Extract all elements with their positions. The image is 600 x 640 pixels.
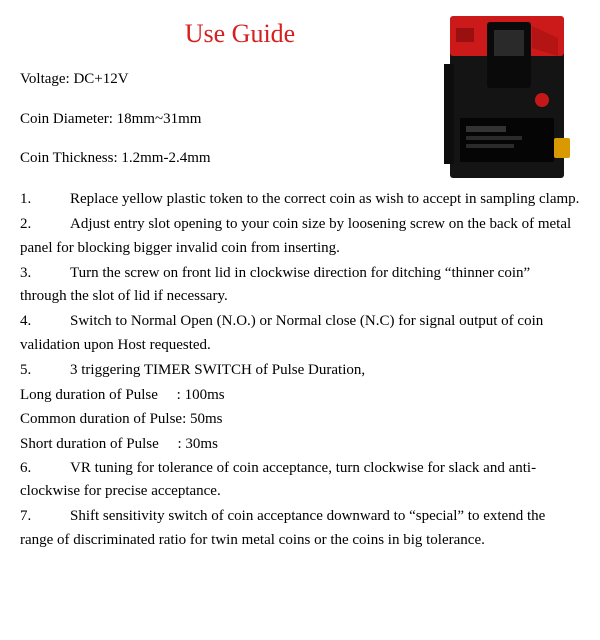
instruction-item: 7.Shift sensitivity switch of coin accep… <box>20 505 580 552</box>
instruction-text: Replace yellow plastic token to the corr… <box>70 191 579 207</box>
instruction-text: 3 triggering TIMER SWITCH of Pulse Durat… <box>70 362 365 378</box>
instruction-text: Turn the screw on front lid in clockwise… <box>20 265 530 304</box>
instruction-text: Adjust entry slot opening to your coin s… <box>20 216 571 255</box>
instruction-number: 4. <box>20 310 70 333</box>
pulse-long: Long duration of Pulse : 100ms <box>20 384 580 407</box>
title-text: Use Guide <box>185 19 295 48</box>
instruction-text: Shift sensitivity switch of coin accepta… <box>20 508 545 547</box>
pulse-common: Common duration of Pulse: 50ms <box>20 408 580 431</box>
instruction-number: 5. <box>20 359 70 382</box>
instruction-item: 6.VR tuning for tolerance of coin accept… <box>20 457 580 504</box>
product-image <box>432 8 582 188</box>
instruction-text: Switch to Normal Open (N.O.) or Normal c… <box>20 313 543 352</box>
instruction-item: 1.Replace yellow plastic token to the co… <box>20 188 580 211</box>
instructions-block: 1.Replace yellow plastic token to the co… <box>20 188 580 552</box>
pulse-short: Short duration of Pulse : 30ms <box>20 433 580 456</box>
instruction-number: 2. <box>20 213 70 236</box>
instruction-item: 3.Turn the screw on front lid in clockwi… <box>20 262 580 309</box>
instruction-item: 4.Switch to Normal Open (N.O.) or Normal… <box>20 310 580 357</box>
instruction-number: 7. <box>20 505 70 528</box>
instruction-number: 6. <box>20 457 70 480</box>
instruction-text: VR tuning for tolerance of coin acceptan… <box>20 460 536 499</box>
instruction-item: 5.3 triggering TIMER SWITCH of Pulse Dur… <box>20 359 580 382</box>
instruction-item: 2.Adjust entry slot opening to your coin… <box>20 213 580 260</box>
instruction-number: 1. <box>20 188 70 211</box>
instruction-number: 3. <box>20 262 70 285</box>
